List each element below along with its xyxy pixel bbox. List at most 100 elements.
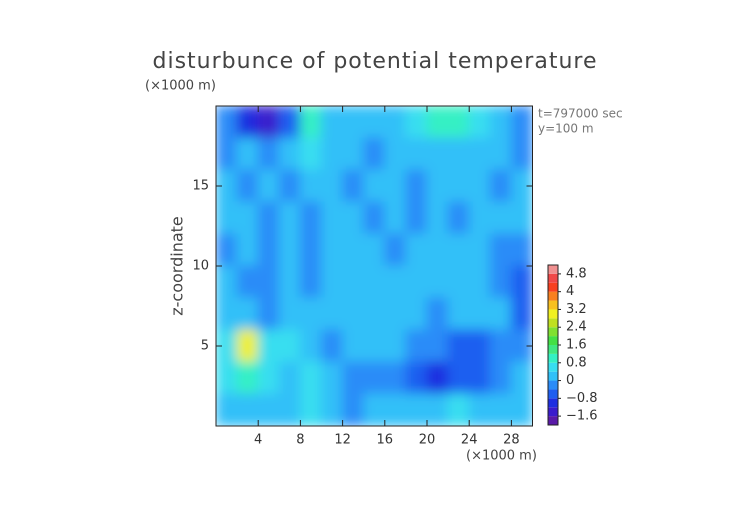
field-cell	[447, 265, 470, 299]
colorbar-bin	[548, 273, 558, 283]
field-cell	[447, 361, 470, 395]
colorbar-bin	[548, 407, 558, 417]
field-cell	[342, 297, 365, 331]
chart-title: disturbunce of potential temperature	[153, 49, 598, 74]
field-cell	[489, 106, 512, 139]
x-tick-label: 28	[503, 433, 520, 448]
field-cell	[363, 297, 386, 331]
field-cell	[447, 393, 470, 426]
field-cells	[216, 106, 533, 426]
field-cell	[405, 137, 428, 171]
annotation: t=797000 sec	[538, 107, 623, 121]
field-cell	[278, 137, 301, 171]
field-cell	[321, 297, 344, 331]
field-cell	[384, 265, 407, 299]
field-cell	[426, 297, 449, 331]
field-cell	[299, 201, 322, 235]
field-cell	[468, 169, 491, 203]
field-cell	[384, 169, 407, 203]
field-cell	[278, 106, 301, 139]
field-cell	[342, 361, 365, 395]
field-cell	[278, 265, 301, 299]
colorbar-tick-label: −1.6	[566, 409, 598, 424]
field-cell	[342, 137, 365, 171]
y-unit: (×1000 m)	[145, 79, 216, 94]
field-cell	[510, 137, 533, 171]
field-cell	[278, 329, 301, 363]
x-tick-label: 16	[377, 433, 394, 448]
field-cell	[489, 137, 512, 171]
field-cell	[216, 233, 238, 267]
field-cell	[342, 329, 365, 363]
field-cell	[236, 297, 259, 331]
field	[216, 106, 533, 426]
colorbar-tick-label: 0	[566, 373, 574, 388]
field-cell	[489, 297, 512, 331]
field-cell	[278, 233, 301, 267]
colorbar-bin	[548, 416, 558, 425]
colorbar-bin	[548, 380, 558, 390]
y-tick-label: 15	[192, 179, 209, 194]
field-cell	[299, 265, 322, 299]
field-cell	[216, 329, 238, 363]
field-cell	[236, 233, 259, 267]
field-cell	[384, 106, 407, 139]
colorbar-tick-label: 3.2	[566, 302, 587, 317]
field-cell	[384, 201, 407, 235]
field-cell	[216, 106, 238, 139]
field-cell	[384, 233, 407, 267]
colorbar-bin	[548, 362, 558, 372]
field-cell	[342, 265, 365, 299]
field-cell	[468, 233, 491, 267]
field-cell	[405, 393, 428, 426]
x-tick-label: 20	[419, 433, 436, 448]
x-tick-label: 24	[461, 433, 478, 448]
field-cell	[216, 201, 238, 235]
field-cell	[342, 393, 365, 426]
field-cell	[216, 297, 238, 331]
colorbar-bin	[548, 282, 558, 292]
field-cell	[405, 233, 428, 267]
field-cell	[321, 169, 344, 203]
field-cell	[216, 265, 238, 299]
colorbar-bin	[548, 318, 558, 328]
field-cell	[299, 106, 322, 139]
field-cell	[278, 393, 301, 426]
colorbar-tick-label: 1.6	[566, 338, 587, 353]
field-cell	[257, 329, 280, 363]
field-cell	[299, 361, 322, 395]
field-cell	[216, 169, 238, 203]
field-cell	[510, 361, 533, 395]
field-cell	[426, 169, 449, 203]
colorbar-tick-label: 4	[566, 284, 574, 299]
field-cell	[216, 137, 238, 171]
field-cell	[489, 265, 512, 299]
field-cell	[321, 329, 344, 363]
field-cell	[384, 361, 407, 395]
field-cell	[257, 233, 280, 267]
field-cell	[342, 233, 365, 267]
field-cell	[447, 233, 470, 267]
field-cell	[510, 169, 533, 203]
y-tick-label: 5	[201, 339, 209, 354]
field-cell	[278, 201, 301, 235]
field-cell	[363, 201, 386, 235]
field-cell	[510, 106, 533, 139]
field-cell	[405, 329, 428, 363]
field-cell	[363, 233, 386, 267]
field-cell	[384, 137, 407, 171]
field-cell	[405, 297, 428, 331]
field-cell	[299, 233, 322, 267]
field-cell	[321, 201, 344, 235]
field-cell	[489, 233, 512, 267]
x-tick-label: 8	[296, 433, 304, 448]
field-cell	[257, 297, 280, 331]
field-cell	[342, 106, 365, 139]
field-cell	[468, 297, 491, 331]
field-cell	[510, 297, 533, 331]
field-cell	[257, 169, 280, 203]
field-cell	[363, 361, 386, 395]
field-cell	[384, 393, 407, 426]
field-cell	[321, 361, 344, 395]
field-cell	[236, 265, 259, 299]
